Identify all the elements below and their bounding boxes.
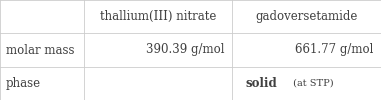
Text: thallium(III) nitrate: thallium(III) nitrate bbox=[100, 10, 216, 23]
Text: molar mass: molar mass bbox=[6, 44, 74, 56]
Text: 661.77 g/mol: 661.77 g/mol bbox=[295, 44, 373, 56]
Text: solid: solid bbox=[246, 77, 277, 90]
Text: gadoversetamide: gadoversetamide bbox=[256, 10, 358, 23]
Text: (at STP): (at STP) bbox=[290, 79, 333, 88]
Text: 390.39 g/mol: 390.39 g/mol bbox=[146, 44, 225, 56]
Text: phase: phase bbox=[6, 77, 41, 90]
